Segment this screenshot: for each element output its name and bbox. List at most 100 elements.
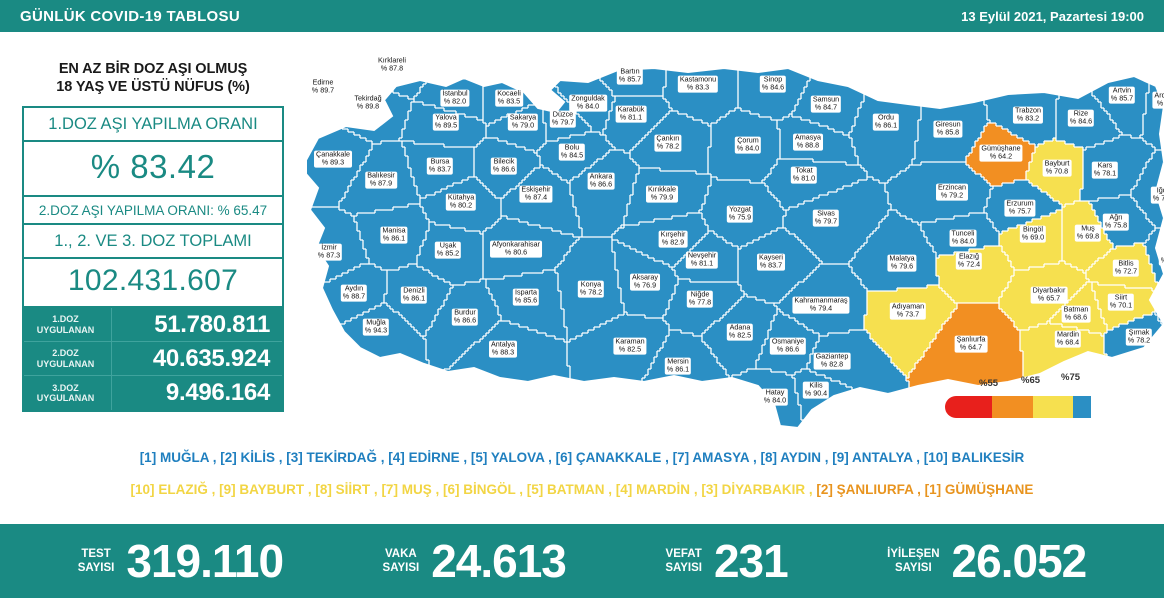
province-value: % 82.5	[618, 345, 642, 354]
province-label: Karabük% 81.1	[615, 105, 647, 123]
rank-province-name: DİYARBAKIR	[721, 482, 806, 497]
stat-recovered: İYİLEŞEN SAYISI 26.052	[887, 535, 1088, 587]
province-name: Antalya	[491, 339, 515, 349]
province-name: Aksaray	[632, 272, 658, 282]
province-name: Kastamonu	[679, 74, 717, 84]
province-value: % 90.4	[804, 389, 828, 398]
stat-test-label: TEST SAYISI	[77, 547, 115, 574]
province-label: Nevşehir% 81.1	[685, 251, 719, 269]
page-header: GÜNLÜK COVID-19 TABLOSU 13 Eylül 2021, P…	[0, 0, 1164, 32]
province-value: % 87.8	[380, 64, 404, 73]
map-legend: %55 %65 %75	[945, 372, 1095, 420]
province-label: Afyonkarahisar% 80.6	[490, 240, 542, 258]
province-value: % 85.2	[436, 249, 460, 258]
province-name: Konya	[580, 279, 602, 289]
rank-index: [8]	[760, 450, 777, 465]
province-name: Bitlis	[1118, 258, 1134, 268]
province-label: Zonguldak% 84.0	[569, 94, 607, 112]
province-name: Niğde	[690, 289, 710, 299]
province-name: Sivas	[817, 208, 835, 218]
province-label: Edirne% 89.7	[309, 78, 337, 96]
province-value: % 79.2	[940, 191, 964, 200]
province-label: Kütahya% 80.2	[445, 192, 477, 211]
legend-swatch-red	[945, 396, 992, 418]
province-name: Kırıkkale	[648, 184, 676, 194]
province-name: Iğdır	[1156, 185, 1164, 195]
province-name: Sinop	[763, 74, 783, 84]
province-name: Manisa	[382, 225, 406, 235]
province-value: % 77.3	[1161, 256, 1164, 265]
province-value: % 69.8	[1076, 232, 1100, 241]
province-label: Sinop% 84.6	[759, 74, 787, 93]
province-name: Hatay	[765, 387, 785, 397]
province-value: % 78.2	[579, 288, 603, 297]
rank-index: [8]	[315, 482, 332, 497]
province-value: % 78.2	[1127, 336, 1151, 345]
dose-row-value: 40.635.924	[152, 344, 270, 372]
province-name: Artvin	[1112, 85, 1132, 95]
province-value: % 64.2	[989, 152, 1013, 161]
province-name: Erzurum	[1006, 198, 1034, 208]
panel-heading-line2: 18 YAŞ VE ÜSTÜ NÜFUS (%)	[56, 79, 250, 96]
province-value: % 86.6	[453, 316, 477, 325]
province-name: Muş	[1081, 223, 1095, 233]
province-label: Bitlis% 72.7	[1112, 258, 1140, 277]
province-value: % 84.5	[560, 151, 584, 160]
province-label: Yozgat% 75.9	[726, 205, 754, 223]
dose-row-value: 9.496.164	[165, 379, 270, 407]
province-label: Denizli% 86.1	[400, 286, 428, 304]
turkey-vaccination-map: Kırklareli% 87.8 Edirne% 89.7 Tekirdağ% 89…	[288, 42, 1164, 432]
province-name: Tokat	[795, 165, 813, 175]
province-region	[807, 330, 912, 411]
rank-province-name: BATMAN	[547, 482, 605, 497]
stat-recovered-value: 26.052	[951, 535, 1088, 587]
rank-item-high: [2] KİLİS	[220, 450, 275, 465]
province-value: % 83.3	[686, 83, 710, 92]
province-value: % 76.9	[633, 281, 657, 290]
dose-row-label: 1.DOZ UYGULANAN	[24, 308, 112, 342]
rank-index: [9]	[832, 450, 849, 465]
province-value: % 89.3	[321, 158, 345, 167]
province-value: % 64.7	[959, 343, 983, 352]
province-name: Elazığ	[959, 251, 979, 261]
province-label: Muğla% 94.3	[362, 318, 390, 336]
province-label: Giresun% 85.8	[933, 120, 963, 138]
province-value: % 86.1	[874, 121, 898, 130]
province-name: Adana	[729, 322, 751, 332]
dose-row-label-line1: 1.DOZ	[52, 314, 79, 325]
province-value: % 80.6	[504, 248, 528, 257]
rank-item-high: [8] AYDIN	[760, 450, 821, 465]
stat-death: VEFAT SAYISI 231	[665, 538, 788, 584]
rank-index: [7]	[672, 450, 690, 465]
dose-row-value: 51.780.811	[154, 310, 270, 338]
province-label: Mersin% 86.1	[664, 357, 692, 375]
legend-tick: %55	[979, 378, 999, 389]
province-label: Kilis% 90.4	[802, 381, 830, 399]
legend-tick: %65	[1021, 375, 1041, 386]
province-name: Kütahya	[447, 192, 475, 202]
province-region	[663, 279, 744, 336]
province-name: Şırnak	[1128, 327, 1150, 337]
province-name: Kahramanmaraş	[794, 295, 848, 305]
province-value: % 89.5	[434, 121, 458, 130]
province-label: Eskişehir% 87.4	[519, 185, 553, 203]
rank-index: [2]	[816, 482, 833, 497]
province-value: % 81.1	[690, 259, 714, 268]
province-region	[570, 150, 639, 237]
province-label: Düzce% 79.7	[549, 110, 577, 128]
rank-province-name: MARDİN	[636, 482, 691, 497]
province-name: Bayburt	[1044, 158, 1070, 168]
province-name: Kırşehir	[660, 229, 686, 239]
rank-separator: ,	[913, 482, 925, 497]
province-name: Ankara	[589, 171, 613, 181]
province-name: Adıyaman	[891, 301, 925, 311]
province-label: Niğde% 77.8	[686, 289, 714, 308]
province-label: Ankara% 86.6	[587, 171, 615, 190]
province-value: % 82.9	[661, 238, 685, 247]
province-value: % 70.1	[1109, 301, 1133, 310]
province-label: Diyarbakır% 65.7	[1030, 286, 1068, 304]
province-value: % 86.6	[492, 165, 516, 174]
rank-province-name: BALIKESİR	[951, 450, 1025, 465]
province-label: Bolu% 84.5	[558, 143, 586, 161]
province-label: Aksaray% 76.9	[630, 272, 660, 291]
